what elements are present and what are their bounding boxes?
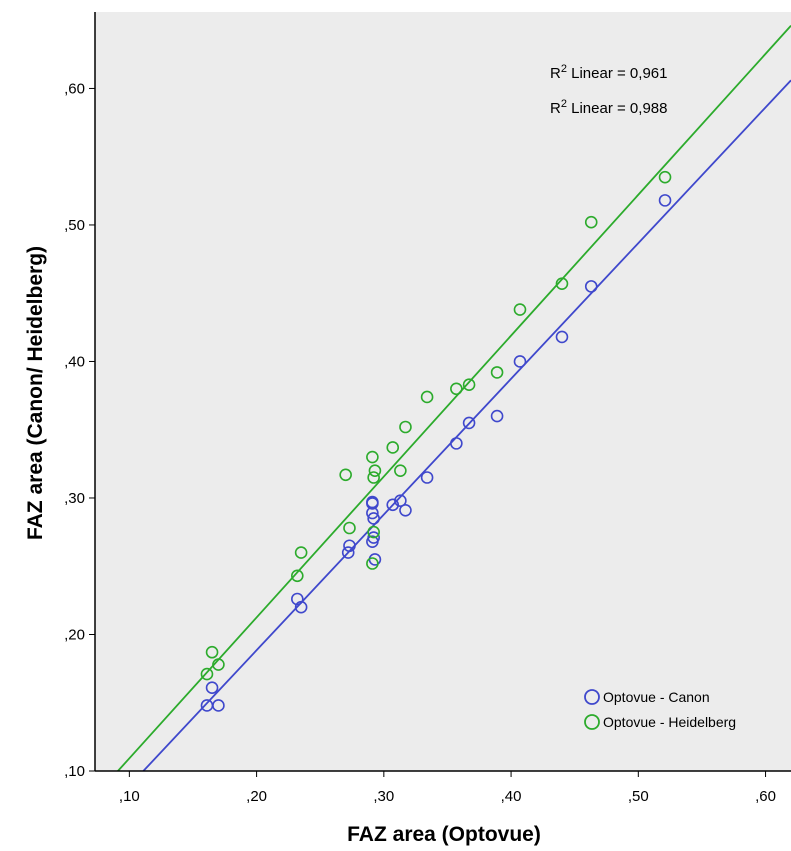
r-squared-annotation: R2 Linear = 0,961 (550, 63, 667, 82)
data-point-heidelberg (291, 569, 304, 583)
legend-label: Optovue - Heidelberg (603, 714, 736, 730)
data-point-heidelberg (399, 420, 412, 434)
data-point-canon (462, 416, 476, 430)
data-point-canon (450, 437, 463, 450)
data-point-heidelberg (294, 546, 308, 559)
fit-line-heidelberg (117, 25, 791, 771)
data-point-heidelberg (212, 658, 225, 671)
data-point-heidelberg (339, 468, 352, 482)
x-tick-label: ,10 (119, 788, 140, 805)
y-tick-label: ,10 (64, 763, 85, 780)
x-tick-label: ,30 (373, 788, 394, 805)
data-point-canon (399, 503, 412, 517)
y-tick-label: ,40 (64, 353, 85, 370)
x-tick-label: ,50 (628, 788, 649, 805)
data-point-canon (212, 699, 225, 712)
plot-area (95, 12, 791, 771)
y-tick-label: ,50 (64, 217, 85, 234)
data-point-heidelberg (366, 557, 379, 570)
y-tick-label: ,20 (64, 626, 85, 643)
x-axis-label: FAZ area (Optovue) (347, 823, 541, 846)
data-point-heidelberg (367, 525, 380, 539)
x-tick-label: ,60 (755, 788, 776, 805)
data-point-canon (366, 506, 379, 520)
data-point-heidelberg (200, 667, 214, 681)
data-point-canon (367, 512, 380, 525)
data-point-heidelberg (394, 464, 407, 477)
data-point-canon (366, 497, 379, 510)
data-point-heidelberg (367, 471, 380, 484)
data-point-heidelberg (462, 378, 476, 391)
data-point-heidelberg (555, 277, 569, 290)
data-point-canon (367, 531, 380, 544)
data-point-canon (513, 355, 527, 368)
legend-marker (584, 714, 600, 730)
y-axis-label: FAZ area (Canon/ Heidelberg) (24, 246, 47, 540)
data-point-canon (294, 600, 308, 614)
data-point-canon (394, 494, 407, 508)
data-point-canon (205, 681, 219, 695)
legend-marker (584, 689, 600, 705)
data-point-heidelberg (368, 464, 382, 477)
data-point-heidelberg (450, 382, 463, 396)
data-point-heidelberg (490, 366, 504, 379)
data-point-canon (291, 592, 304, 606)
data-point-heidelberg (386, 441, 400, 454)
x-tick-label: ,40 (501, 788, 522, 805)
data-point-heidelberg (366, 450, 379, 464)
r-squared-annotation: R2 Linear = 0,988 (550, 98, 667, 117)
data-point-canon (584, 280, 598, 293)
x-tick-label: ,20 (246, 788, 267, 805)
data-point-canon (386, 498, 400, 512)
fit-line-canon (142, 79, 791, 771)
y-tick-label: ,60 (64, 80, 85, 97)
data-point-canon (420, 471, 434, 484)
data-point-canon (658, 194, 672, 207)
legend: Optovue - Canon Optovue - Heidelberg (584, 689, 736, 730)
data-point-heidelberg (513, 303, 527, 316)
data-point-heidelberg (420, 390, 434, 404)
data-point-canon (490, 409, 504, 423)
data-point-canon (343, 539, 356, 553)
data-point-heidelberg (343, 521, 356, 535)
data-point-heidelberg (658, 170, 672, 184)
data-point-heidelberg (584, 215, 598, 229)
data-point-heidelberg (205, 645, 219, 659)
data-point-canon (555, 330, 569, 344)
y-tick-label: ,30 (64, 490, 85, 507)
legend-label: Optovue - Canon (603, 689, 710, 705)
data-point-canon (341, 546, 355, 559)
